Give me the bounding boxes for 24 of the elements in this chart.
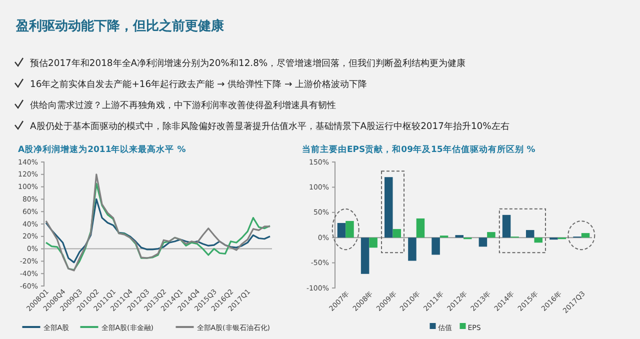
bar (455, 235, 464, 238)
chart-title: 当前主要由EPS贡献，和09年及15年估值驱动有所区别 % (302, 144, 536, 155)
line-series (45, 198, 271, 264)
text: 预估2017年和2018年全A净利润增速分别为20%和12.8%，尽管增速增回落，但我们判断盈利结构更为健康 (30, 58, 466, 69)
bar (416, 218, 425, 238)
bar (478, 238, 488, 247)
bar (384, 177, 393, 238)
bar (487, 232, 496, 238)
chart-title: A股净利润增速为2011年以来最高水平 % (18, 144, 186, 155)
bar (369, 238, 378, 248)
bar (526, 230, 534, 238)
text: 供给向需求过渡？上游不再独角戏，中下游利润率改善使得盈利增速具有韧性 (30, 100, 336, 111)
bar (534, 238, 542, 243)
bar (346, 220, 354, 238)
bar (408, 238, 416, 261)
bar (360, 238, 370, 274)
bar (392, 229, 402, 238)
bar (502, 214, 511, 238)
bar (337, 222, 346, 238)
text: 16年之前实体自发去产能+16年起行政去产能 → 供给弹性下降 → 上游价格波动下降 (30, 79, 368, 90)
bar (432, 238, 440, 255)
bar (581, 233, 590, 238)
text: 盈利驱动动能下降，但比之前更健康 (15, 18, 225, 34)
text: A股仍处于基本面驱动的模式中，除非风险偏好改善显著提升估值水平，基础情景下A股运行中枢较2017年抬升10%左右 (30, 121, 510, 132)
